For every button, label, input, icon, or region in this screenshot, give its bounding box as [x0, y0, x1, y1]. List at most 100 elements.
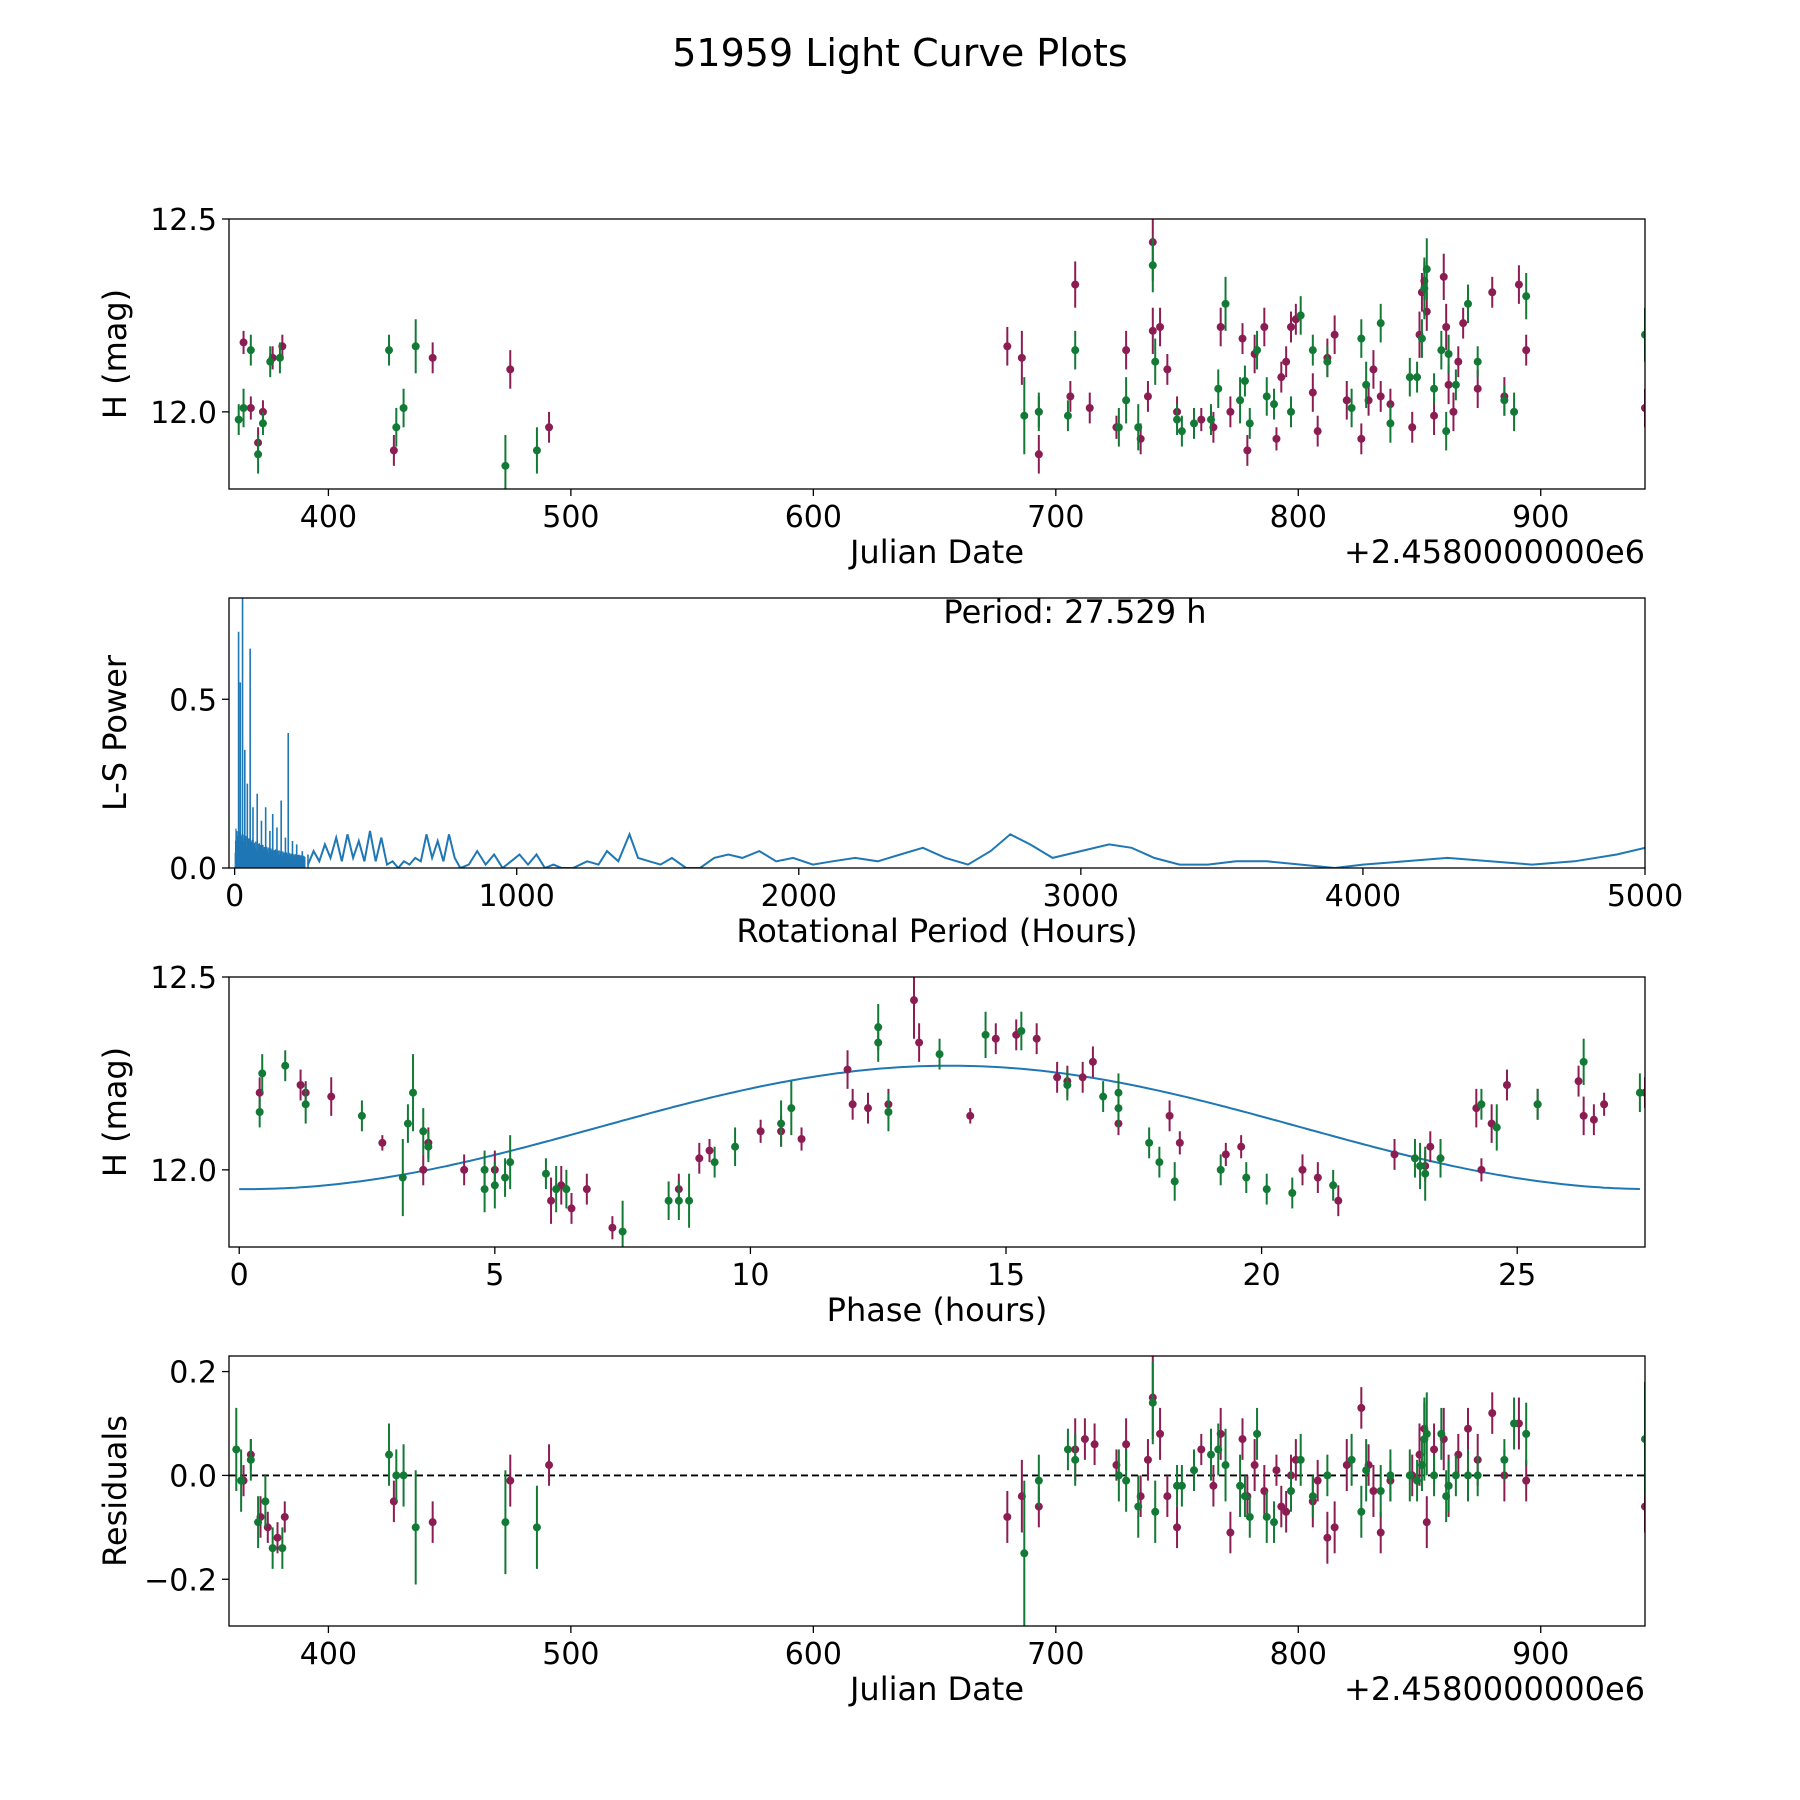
data-point	[1342, 1461, 1351, 1470]
data-point	[1342, 396, 1351, 405]
data-point	[419, 1165, 428, 1174]
data-point	[428, 353, 437, 362]
data-point	[1296, 1455, 1305, 1464]
data-point	[1071, 280, 1080, 289]
x-axis-label: Rotational Period (Hours)	[736, 912, 1137, 950]
axes-frame	[228, 976, 1646, 1248]
data-point	[1296, 311, 1305, 320]
data-point	[1600, 1100, 1609, 1109]
data-point	[1148, 326, 1157, 335]
data-point	[419, 1127, 428, 1136]
data-point	[710, 1158, 719, 1167]
data-point	[674, 1196, 683, 1205]
data-point	[1510, 407, 1519, 416]
data-point	[1272, 1466, 1281, 1475]
data-point	[1114, 1088, 1123, 1097]
data-point	[1439, 272, 1448, 281]
data-point	[1421, 1169, 1430, 1178]
data-point	[1437, 346, 1446, 355]
data-point	[1330, 1523, 1339, 1532]
data-point	[1413, 1476, 1422, 1485]
x-tick-label: 2000	[761, 879, 837, 914]
data-point	[1226, 1528, 1235, 1537]
data-point	[301, 1100, 310, 1109]
data-point	[1206, 1450, 1215, 1459]
data-point	[1442, 323, 1451, 331]
data-point	[695, 1154, 704, 1163]
x-tick-label: 700	[1027, 1637, 1084, 1672]
data-point	[1514, 280, 1523, 289]
data-point	[863, 1104, 872, 1113]
data-point	[506, 365, 515, 374]
x-tick-label: 700	[1027, 500, 1084, 535]
y-tick-label: 12.5	[150, 961, 217, 996]
data-point	[1034, 450, 1043, 459]
data-point	[1080, 1435, 1089, 1444]
data-point	[1245, 1512, 1254, 1521]
panel-phased-light-curve: 0 5 10 15 20 25 12.0 12.5 Phase (hours) H (mag)	[96, 961, 1646, 1329]
data-point	[246, 404, 255, 412]
x-tick-label: 600	[785, 500, 842, 535]
data-point	[1323, 357, 1332, 366]
data-point	[1430, 1471, 1439, 1480]
data-point	[1454, 357, 1463, 366]
data-point	[1376, 392, 1385, 401]
data-point	[1003, 342, 1012, 351]
data-point	[1334, 1196, 1343, 1205]
data-point	[385, 346, 394, 355]
data-point	[1262, 392, 1271, 401]
data-point	[1238, 1435, 1247, 1444]
data-point	[1143, 1455, 1152, 1464]
data-point	[1330, 330, 1339, 339]
data-point	[1357, 334, 1366, 343]
data-point	[1099, 1092, 1108, 1101]
data-point	[1260, 323, 1269, 331]
data-point	[1417, 334, 1426, 343]
data-point	[1282, 357, 1291, 366]
data-point	[1522, 292, 1531, 301]
data-point	[1408, 423, 1417, 432]
plot-area	[234, 219, 1645, 489]
data-point	[1277, 373, 1286, 382]
data-point	[608, 1223, 617, 1232]
x-tick-label: 900	[1512, 500, 1569, 535]
data-point	[1464, 299, 1472, 308]
data-point	[1449, 407, 1458, 416]
x-axis-label: Phase (hours)	[827, 1291, 1048, 1329]
data-point	[1063, 411, 1072, 420]
data-point	[1416, 1162, 1425, 1170]
data-point	[1329, 1181, 1338, 1190]
data-point	[1236, 396, 1245, 405]
data-point	[1313, 427, 1322, 436]
data-point	[1177, 1481, 1186, 1490]
data-point	[562, 1185, 571, 1194]
data-point	[378, 1138, 387, 1147]
data-point	[1426, 1142, 1435, 1151]
data-point	[428, 1518, 437, 1527]
data-point	[1369, 1487, 1378, 1495]
data-point	[501, 461, 510, 470]
data-point	[1214, 384, 1223, 393]
data-point	[1163, 365, 1172, 374]
data-point	[1122, 1440, 1131, 1449]
data-point	[1641, 330, 1645, 339]
data-point	[246, 1455, 255, 1464]
data-point	[1090, 1440, 1099, 1449]
data-point	[411, 1523, 420, 1532]
data-point	[1500, 396, 1509, 405]
data-point	[1053, 1073, 1062, 1082]
data-point	[1262, 1185, 1271, 1194]
data-point	[1197, 415, 1206, 424]
period-annotation: Period: 27.529 h	[943, 593, 1206, 631]
data-point	[239, 338, 248, 347]
data-point	[1444, 380, 1453, 389]
data-point	[254, 1518, 263, 1527]
data-point	[1492, 1123, 1501, 1132]
data-point	[1272, 434, 1281, 443]
data-point	[1298, 1165, 1307, 1174]
data-point	[1308, 1492, 1317, 1501]
data-point	[480, 1185, 489, 1194]
data-point	[1444, 350, 1453, 358]
